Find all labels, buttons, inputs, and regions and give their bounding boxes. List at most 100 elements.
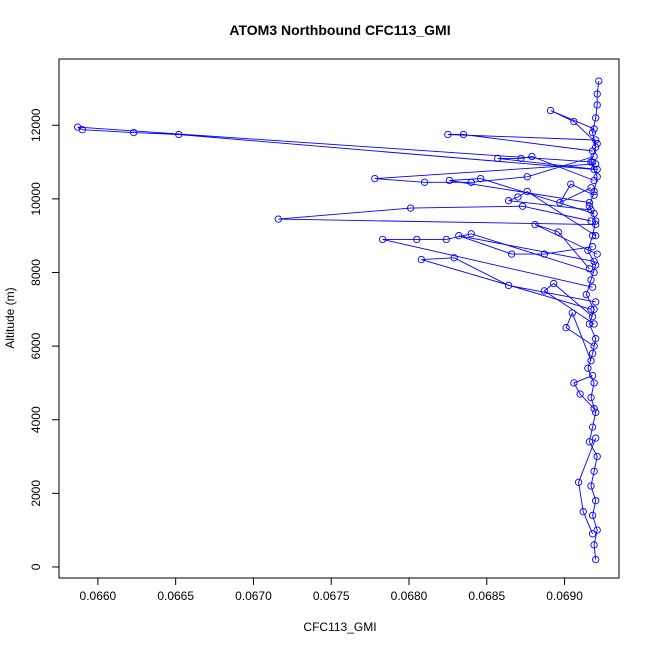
- data-point: [444, 130, 452, 139]
- x-axis: 0.0660 0.0665 0.0670 0.0675 0.0680 0.0685 0.06…: [80, 577, 583, 603]
- series-line: [585, 81, 600, 560]
- data-point: [588, 313, 597, 321]
- data-point: [593, 140, 601, 148]
- data-point: [570, 117, 578, 126]
- series-line: [565, 311, 595, 361]
- series-line: [578, 437, 597, 534]
- data-point: [588, 423, 597, 431]
- series-5: [417, 254, 600, 313]
- data-point: [588, 232, 597, 240]
- data-point: [576, 390, 584, 398]
- series-line: [534, 224, 598, 270]
- series-7: [494, 152, 601, 185]
- y-tick-label: 10000: [29, 182, 43, 216]
- data-point: [593, 250, 601, 258]
- series-11: [546, 106, 601, 148]
- x-tick-label: 0.0690: [546, 589, 583, 603]
- x-axis-label: CFC113_GMI: [303, 620, 376, 634]
- series-17: [556, 180, 598, 207]
- data-point: [476, 174, 485, 183]
- data-point: [130, 128, 138, 137]
- data-point: [413, 235, 421, 244]
- data-point: [556, 198, 564, 207]
- data-point: [590, 379, 598, 387]
- series-4: [378, 230, 598, 291]
- series-16: [574, 434, 600, 538]
- data-point: [590, 165, 598, 174]
- data-point: [587, 393, 595, 402]
- data-point: [514, 193, 522, 201]
- data-point: [540, 250, 548, 258]
- data-point: [587, 357, 595, 365]
- data-point: [587, 206, 595, 214]
- data-point: [593, 452, 601, 461]
- data-point: [570, 379, 578, 387]
- series-line: [382, 233, 595, 288]
- data-point: [518, 202, 527, 210]
- data-point: [590, 467, 598, 475]
- data-point: [588, 147, 597, 155]
- data-point: [595, 77, 603, 85]
- data-point: [590, 125, 598, 133]
- data-point: [567, 180, 575, 188]
- data-point: [590, 342, 598, 350]
- series-line: [447, 134, 596, 152]
- series-line: [550, 110, 598, 145]
- x-tick-label: 0.0675: [313, 589, 350, 603]
- plot-frame: [58, 58, 620, 579]
- data-point: [592, 220, 600, 229]
- data-point: [592, 408, 600, 417]
- series-3: [274, 202, 600, 229]
- series-14: [562, 309, 598, 365]
- data-point: [593, 526, 601, 534]
- series-0: [582, 77, 603, 564]
- data-point: [546, 106, 555, 115]
- y-tick-label: 8000: [29, 259, 43, 286]
- data-point: [588, 283, 597, 291]
- series-line: [497, 156, 598, 181]
- y-axis-label: Altitude (m): [3, 287, 17, 348]
- data-point: [78, 126, 86, 134]
- data-point: [588, 371, 597, 380]
- data-point: [274, 215, 282, 223]
- data-point: [588, 158, 597, 166]
- data-point: [588, 128, 597, 137]
- data-point: [587, 217, 595, 225]
- data-point: [593, 101, 601, 109]
- data-point: [587, 482, 595, 490]
- series-line: [543, 282, 595, 325]
- data-point: [582, 290, 590, 299]
- x-tick-label: 0.0660: [80, 589, 117, 603]
- x-tick-label: 0.0685: [468, 589, 505, 603]
- data-point: [592, 434, 600, 442]
- series-line: [449, 178, 595, 215]
- data-point: [523, 187, 531, 196]
- data-point: [406, 204, 415, 212]
- data-point: [579, 508, 587, 516]
- data-point: [585, 438, 594, 446]
- data-point: [494, 154, 502, 163]
- data-point: [523, 173, 531, 181]
- data-point: [588, 511, 597, 520]
- data-point: [554, 228, 562, 236]
- data-point: [445, 176, 454, 185]
- x-tick-label: 0.0670: [235, 589, 272, 603]
- data-point: [504, 281, 513, 290]
- data-point: [417, 255, 426, 264]
- data-point: [528, 152, 536, 161]
- data-point: [585, 198, 594, 207]
- data-point: [592, 232, 600, 240]
- data-point: [508, 250, 516, 258]
- series-6: [445, 174, 598, 218]
- data-point: [517, 154, 525, 163]
- data-point: [592, 335, 600, 343]
- series-10: [504, 187, 600, 240]
- series-layer: [74, 77, 603, 564]
- data-point: [550, 279, 558, 288]
- data-point: [585, 265, 594, 273]
- data-point: [504, 197, 513, 205]
- data-point: [568, 309, 576, 317]
- y-tick-label: 2000: [29, 480, 43, 507]
- data-point: [592, 261, 600, 269]
